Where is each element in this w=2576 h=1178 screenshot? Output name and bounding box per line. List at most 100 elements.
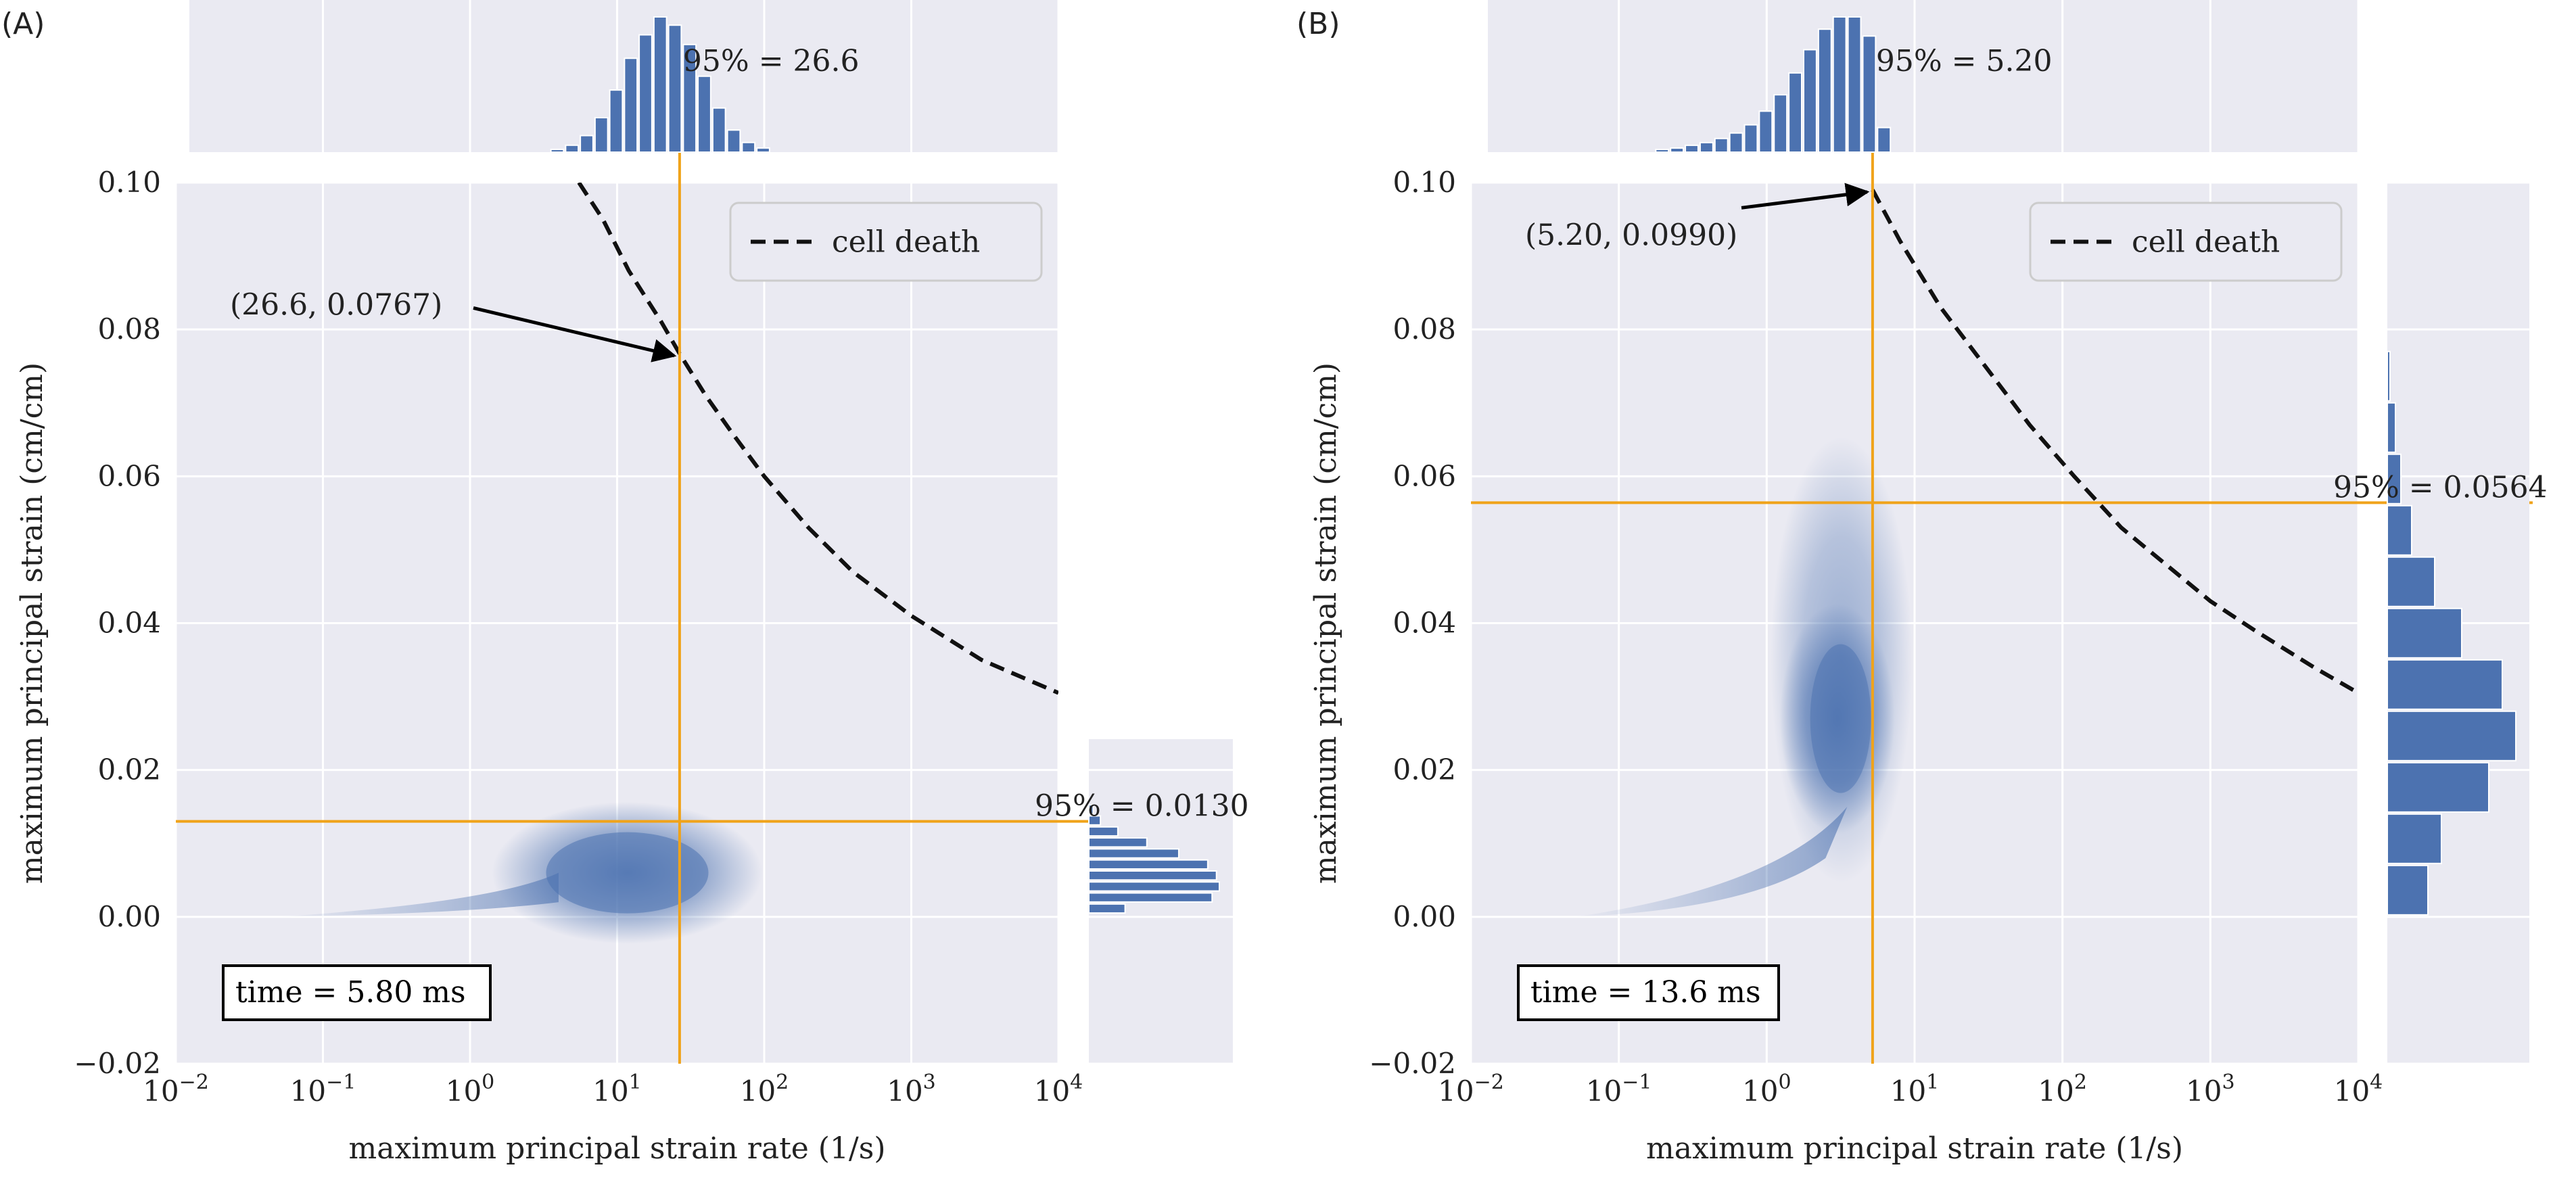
top-hist-bar	[624, 57, 638, 153]
panel-1: 10−2 10−1 100 101 102 103 104 0.10 0.08 0.06 0.04 0…	[1296, 0, 2548, 1166]
top-hist-bar	[756, 147, 770, 153]
top-hist-bar	[638, 34, 653, 154]
annotation-arrow	[1741, 183, 1870, 210]
right-hist-bar	[2387, 350, 2391, 402]
x-tick-label: 101	[592, 1070, 642, 1108]
y-tick-label: −0.02	[1369, 1047, 1456, 1080]
scatter-dense	[546, 832, 709, 914]
time-box	[1517, 964, 1780, 1021]
top-hist-bar	[609, 89, 624, 153]
top-hist-bar	[1670, 147, 1685, 153]
y-tick-label: 0.08	[1392, 312, 1456, 346]
right-hist-bar	[2387, 864, 2429, 916]
legend-box	[2029, 202, 2343, 282]
x-tick-label: 10−2	[143, 1070, 209, 1108]
legend-entry: cell death	[832, 225, 980, 260]
top-hist-bar	[653, 16, 668, 153]
top-percentile-label: 95% = 26.6	[683, 44, 860, 78]
top-hist-bar	[711, 107, 726, 153]
panel-0: 10−2 10−1 100 101 102 103 104 0.10 0.08 0.06 0.04 0…	[1, 0, 1249, 1166]
x-tick-label: 104	[2334, 1070, 2383, 1108]
annotation-label: (26.6, 0.0767)	[230, 287, 442, 322]
right-hist-bar	[1088, 815, 1102, 826]
right-hist-bar	[2387, 402, 2396, 453]
right-hist-bar	[1088, 826, 1119, 837]
scatter-tail	[279, 872, 559, 917]
top-percentile-label: 95% = 5.20	[1876, 44, 2053, 78]
scatter-cloud	[1574, 436, 1913, 917]
top-hist-bar	[1773, 94, 1788, 154]
right-hist-bar	[2387, 710, 2516, 761]
right-hist-bar	[2387, 659, 2503, 710]
right-hist-bar	[2387, 504, 2412, 556]
y-tick-label: 0.08	[97, 312, 161, 346]
cell-death-line	[1871, 189, 2358, 695]
y-tick-label: 0.06	[97, 459, 161, 492]
y-tick-label: 0.04	[1392, 607, 1456, 640]
y-axis-label: maximum principal strain (cm/cm)	[1309, 362, 1343, 884]
top-hist-bar	[550, 148, 565, 153]
x-tick-label: 103	[2186, 1070, 2235, 1108]
right-percentile-label: 95% = 0.0564	[2333, 470, 2548, 504]
x-tick-label: 100	[446, 1070, 495, 1108]
right-hist-bar	[2387, 556, 2435, 607]
top-hist-bar	[682, 43, 697, 153]
top-hist-bar	[1655, 148, 1670, 153]
top-hist-bar	[1832, 16, 1847, 153]
y-tick-label: 0.06	[1392, 459, 1456, 492]
top-hist-bar	[1877, 126, 1892, 154]
cell-death-line	[577, 183, 1058, 695]
right-hist-bar	[1088, 903, 1126, 914]
top-hist-bar	[726, 129, 741, 153]
x-tick-label: 10−1	[1586, 1070, 1652, 1108]
right-hist-bar	[1088, 848, 1179, 859]
top-hist-bar	[1803, 49, 1817, 153]
top-hist-bar	[594, 116, 609, 154]
top-hist-bar	[1862, 35, 1877, 154]
panel-label: (A)	[1, 7, 45, 41]
right-hist-bar	[1088, 859, 1209, 870]
x-tick-label: 104	[1034, 1070, 1083, 1108]
y-tick-label: 0.10	[1392, 166, 1456, 199]
top-hist-bar	[741, 141, 756, 153]
x-tick-label: 10−1	[290, 1070, 356, 1108]
scatter-tail	[1574, 806, 1848, 917]
y-tick-label: 0.00	[1392, 900, 1456, 933]
top-hist-bar	[580, 135, 594, 154]
right-hist-bar	[1088, 837, 1148, 848]
top-hist-bar	[1788, 72, 1802, 153]
top-hist-bar	[1685, 144, 1699, 153]
top-hist-bar	[1817, 28, 1832, 153]
x-axis-label: maximum principal strain rate (1/s)	[348, 1131, 885, 1166]
right-hist-bar	[1088, 870, 1217, 881]
right-hist-bar	[2387, 813, 2442, 864]
legend-entry: cell death	[2132, 225, 2280, 260]
y-tick-label: 0.00	[97, 900, 161, 933]
y-axis-label: maximum principal strain (cm/cm)	[15, 362, 49, 884]
legend-box	[729, 202, 1043, 282]
right-hist-bar	[2387, 607, 2462, 659]
annotation-label: (5.20, 0.0990)	[1525, 218, 1737, 252]
x-tick-label: 103	[887, 1070, 936, 1108]
scatter-cloud	[279, 801, 763, 944]
scatter-dense	[1810, 644, 1871, 793]
x-tick-label: 101	[1890, 1070, 1940, 1108]
right-hist-bar	[1088, 892, 1213, 903]
right-percentile-label: 95% = 0.0130	[1035, 789, 1249, 824]
y-tick-label: 0.10	[97, 166, 161, 199]
top-hist-bar	[1729, 132, 1743, 154]
x-tick-label: 102	[740, 1070, 789, 1108]
x-tick-label: 102	[2038, 1070, 2087, 1108]
top-hist-bar	[1714, 137, 1729, 153]
annotation-arrow	[473, 306, 677, 362]
top-hist-bar	[1699, 141, 1714, 153]
top-hist-bar	[668, 24, 682, 153]
y-tick-label: 0.04	[97, 607, 161, 640]
x-axis-label: maximum principal strain rate (1/s)	[1646, 1131, 2183, 1166]
right-hist-bar	[1088, 804, 1094, 815]
y-tick-label: 0.02	[97, 753, 161, 786]
right-hist-bar	[1088, 881, 1220, 892]
top-hist-bar	[697, 75, 711, 153]
right-hist-bar	[2387, 453, 2402, 504]
